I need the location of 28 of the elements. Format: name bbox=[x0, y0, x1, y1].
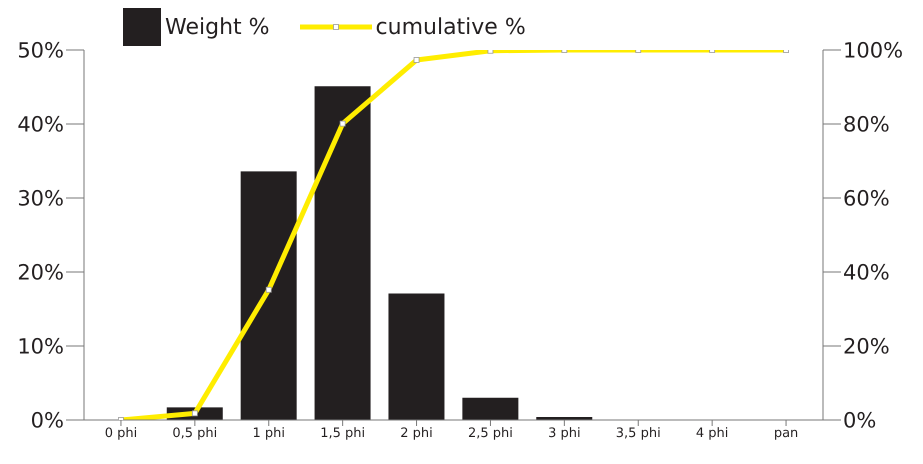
bar bbox=[314, 86, 371, 420]
bar bbox=[462, 398, 518, 420]
legend-label: cumulative % bbox=[376, 14, 526, 40]
y2-tick-label: 100% bbox=[843, 38, 904, 62]
x-tick-label: pan bbox=[774, 426, 798, 442]
y2-tick-label: 60% bbox=[843, 186, 890, 210]
x-tick-label: 0 phi bbox=[104, 426, 138, 442]
y-tick-label: 30% bbox=[17, 186, 64, 210]
x-tick-label: 0,5 phi bbox=[172, 426, 218, 442]
y-tick-label: 20% bbox=[17, 260, 64, 284]
x-tick-label: 1 phi bbox=[252, 426, 286, 442]
bar bbox=[388, 293, 444, 420]
bar bbox=[240, 171, 297, 420]
y2-tick-label: 80% bbox=[843, 112, 890, 136]
y-tick-label: 50% bbox=[17, 38, 64, 62]
y-tick-label: 10% bbox=[17, 334, 64, 358]
y-tick-label: 0% bbox=[30, 408, 64, 432]
y-tick-label: 40% bbox=[17, 112, 64, 136]
x-tick-label: 3 phi bbox=[548, 426, 581, 442]
x-tick-label: 2,5 phi bbox=[468, 426, 513, 442]
x-tick-label: 2 phi bbox=[400, 426, 433, 442]
x-tick-label: 4 phi bbox=[696, 426, 728, 442]
y2-tick-label: 0% bbox=[843, 408, 876, 432]
y2-tick-label: 40% bbox=[843, 260, 890, 284]
legend-label: Weight % bbox=[165, 14, 270, 40]
x-tick-label: 3,5 phi bbox=[616, 426, 661, 442]
x-tick-label: 1,5 phi bbox=[320, 426, 366, 442]
y2-tick-label: 20% bbox=[843, 334, 890, 358]
